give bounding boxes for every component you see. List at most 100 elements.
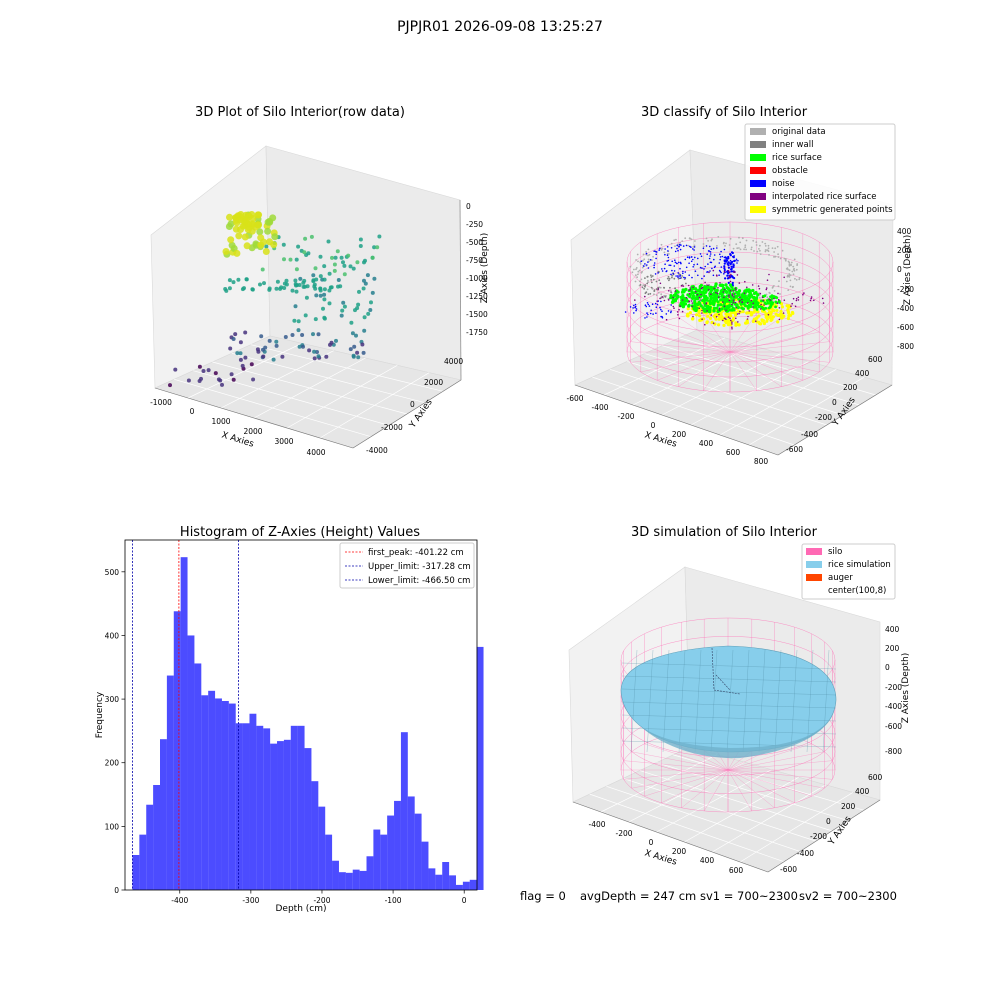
rice-mesh-line xyxy=(621,675,837,683)
point-noise xyxy=(675,262,678,265)
point-original-data xyxy=(653,293,655,296)
point-noise xyxy=(666,260,668,262)
point-original-data xyxy=(741,237,744,240)
point-interpolated-rice-surface xyxy=(822,302,825,304)
point-original-data xyxy=(781,249,784,252)
point-inner-wall xyxy=(650,281,653,284)
point-symmetric-generated xyxy=(756,310,760,314)
legend-label-obstacle: obstacle xyxy=(772,166,808,176)
point-rice-surface xyxy=(712,296,716,300)
point-original-data xyxy=(652,255,654,258)
panel1-ytick: 0 xyxy=(410,400,415,409)
point-interpolated-rice-surface xyxy=(701,318,703,321)
point-interpolated-rice-surface xyxy=(802,293,804,296)
point-inner-wall xyxy=(643,287,645,290)
point-noise xyxy=(733,259,736,263)
histogram-bar xyxy=(242,723,250,890)
point-noise xyxy=(730,251,734,254)
grid-line xyxy=(690,361,809,426)
panel2-xtick: 800 xyxy=(754,457,769,466)
point-interpolated-rice-surface xyxy=(739,299,741,302)
point-rice-surface xyxy=(728,308,732,312)
point-original-data xyxy=(755,241,758,244)
histogram-bars xyxy=(132,557,484,890)
point-noise xyxy=(693,249,695,251)
point-noise xyxy=(712,247,715,250)
point-noise xyxy=(674,259,676,262)
silo-floor-spoke xyxy=(729,351,782,387)
footer-sv1: sv1 = 700~2300 xyxy=(700,889,798,903)
point-original-data xyxy=(783,257,786,260)
point-rice-surface xyxy=(695,306,699,310)
point-interpolated-rice-surface xyxy=(667,299,670,301)
point-original-data xyxy=(767,250,770,253)
panel2-title: 3D classify of Silo Interior xyxy=(641,105,808,120)
scatter-point xyxy=(237,226,244,233)
silo-floor-spoke xyxy=(729,313,757,353)
point-symmetric-generated xyxy=(751,319,756,324)
histogram-bar xyxy=(173,611,181,890)
point-interpolated-rice-surface xyxy=(712,322,715,325)
point-rice-surface xyxy=(708,299,712,303)
footer-flag: flag = 0 xyxy=(520,889,566,903)
point-inner-wall xyxy=(639,284,642,286)
point-noise xyxy=(646,316,648,318)
histogram-title: Histogram of Z-Axies (Height) Values xyxy=(180,525,420,540)
point-noise xyxy=(689,245,691,248)
point-interpolated-rice-surface xyxy=(689,287,691,289)
panel3-ztick: -600 xyxy=(885,722,902,731)
histogram-xtick-label: -200 xyxy=(313,896,330,905)
point-original-data xyxy=(641,259,644,262)
panel2-x-axis-line xyxy=(574,384,779,456)
panel2-ytick: 200 xyxy=(843,383,858,392)
panel1-y-axis-line xyxy=(352,379,462,449)
histogram-bar xyxy=(221,701,229,890)
panel1-xtick: 0 xyxy=(190,407,195,416)
scatter-point xyxy=(300,333,305,337)
point-original-data xyxy=(771,247,774,250)
histogram-bar xyxy=(297,725,305,890)
scatter-point xyxy=(227,278,232,283)
point-noise xyxy=(719,256,722,258)
point-noise xyxy=(663,267,666,270)
point-original-data xyxy=(774,247,777,250)
scatter-point xyxy=(240,287,245,292)
scatter-point xyxy=(296,244,301,249)
scatter-point xyxy=(322,292,327,297)
scatter-point xyxy=(329,340,334,345)
panel2-ztick: 200 xyxy=(897,246,912,255)
point-rice-surface xyxy=(730,285,734,289)
scatter-point xyxy=(281,242,286,247)
point-noise xyxy=(670,247,673,249)
rice-mesh-line xyxy=(822,649,830,753)
point-original-data xyxy=(643,258,646,261)
point-noise xyxy=(723,265,726,268)
legend-swatch-inner-wall xyxy=(750,141,766,148)
point-rice-surface xyxy=(698,289,702,293)
legend-label-inner-wall: inner wall xyxy=(772,140,813,150)
point-interpolated-rice-surface xyxy=(712,269,715,272)
point-noise xyxy=(670,311,672,314)
point-noise xyxy=(693,263,695,266)
point-original-data xyxy=(725,242,727,245)
legend-swatch-auger xyxy=(806,574,822,581)
point-noise xyxy=(732,266,735,269)
silo-floor-spoke xyxy=(657,351,731,381)
point-original-data xyxy=(765,293,768,296)
point-original-data xyxy=(660,243,663,246)
scatter-point xyxy=(227,286,232,291)
scatter-point xyxy=(231,377,236,382)
point-interpolated-rice-surface xyxy=(687,284,690,287)
point-original-data xyxy=(739,241,742,244)
point-interpolated-rice-surface xyxy=(728,271,731,274)
scatter-point xyxy=(262,281,266,286)
point-original-data xyxy=(634,280,637,283)
point-original-data xyxy=(647,248,650,251)
point-original-data xyxy=(711,238,713,241)
point-noise xyxy=(723,248,726,251)
point-interpolated-rice-surface xyxy=(729,280,732,283)
point-original-data xyxy=(764,242,767,245)
point-noise xyxy=(723,262,726,265)
point-interpolated-rice-surface xyxy=(739,310,741,313)
scatter-point xyxy=(173,367,178,372)
